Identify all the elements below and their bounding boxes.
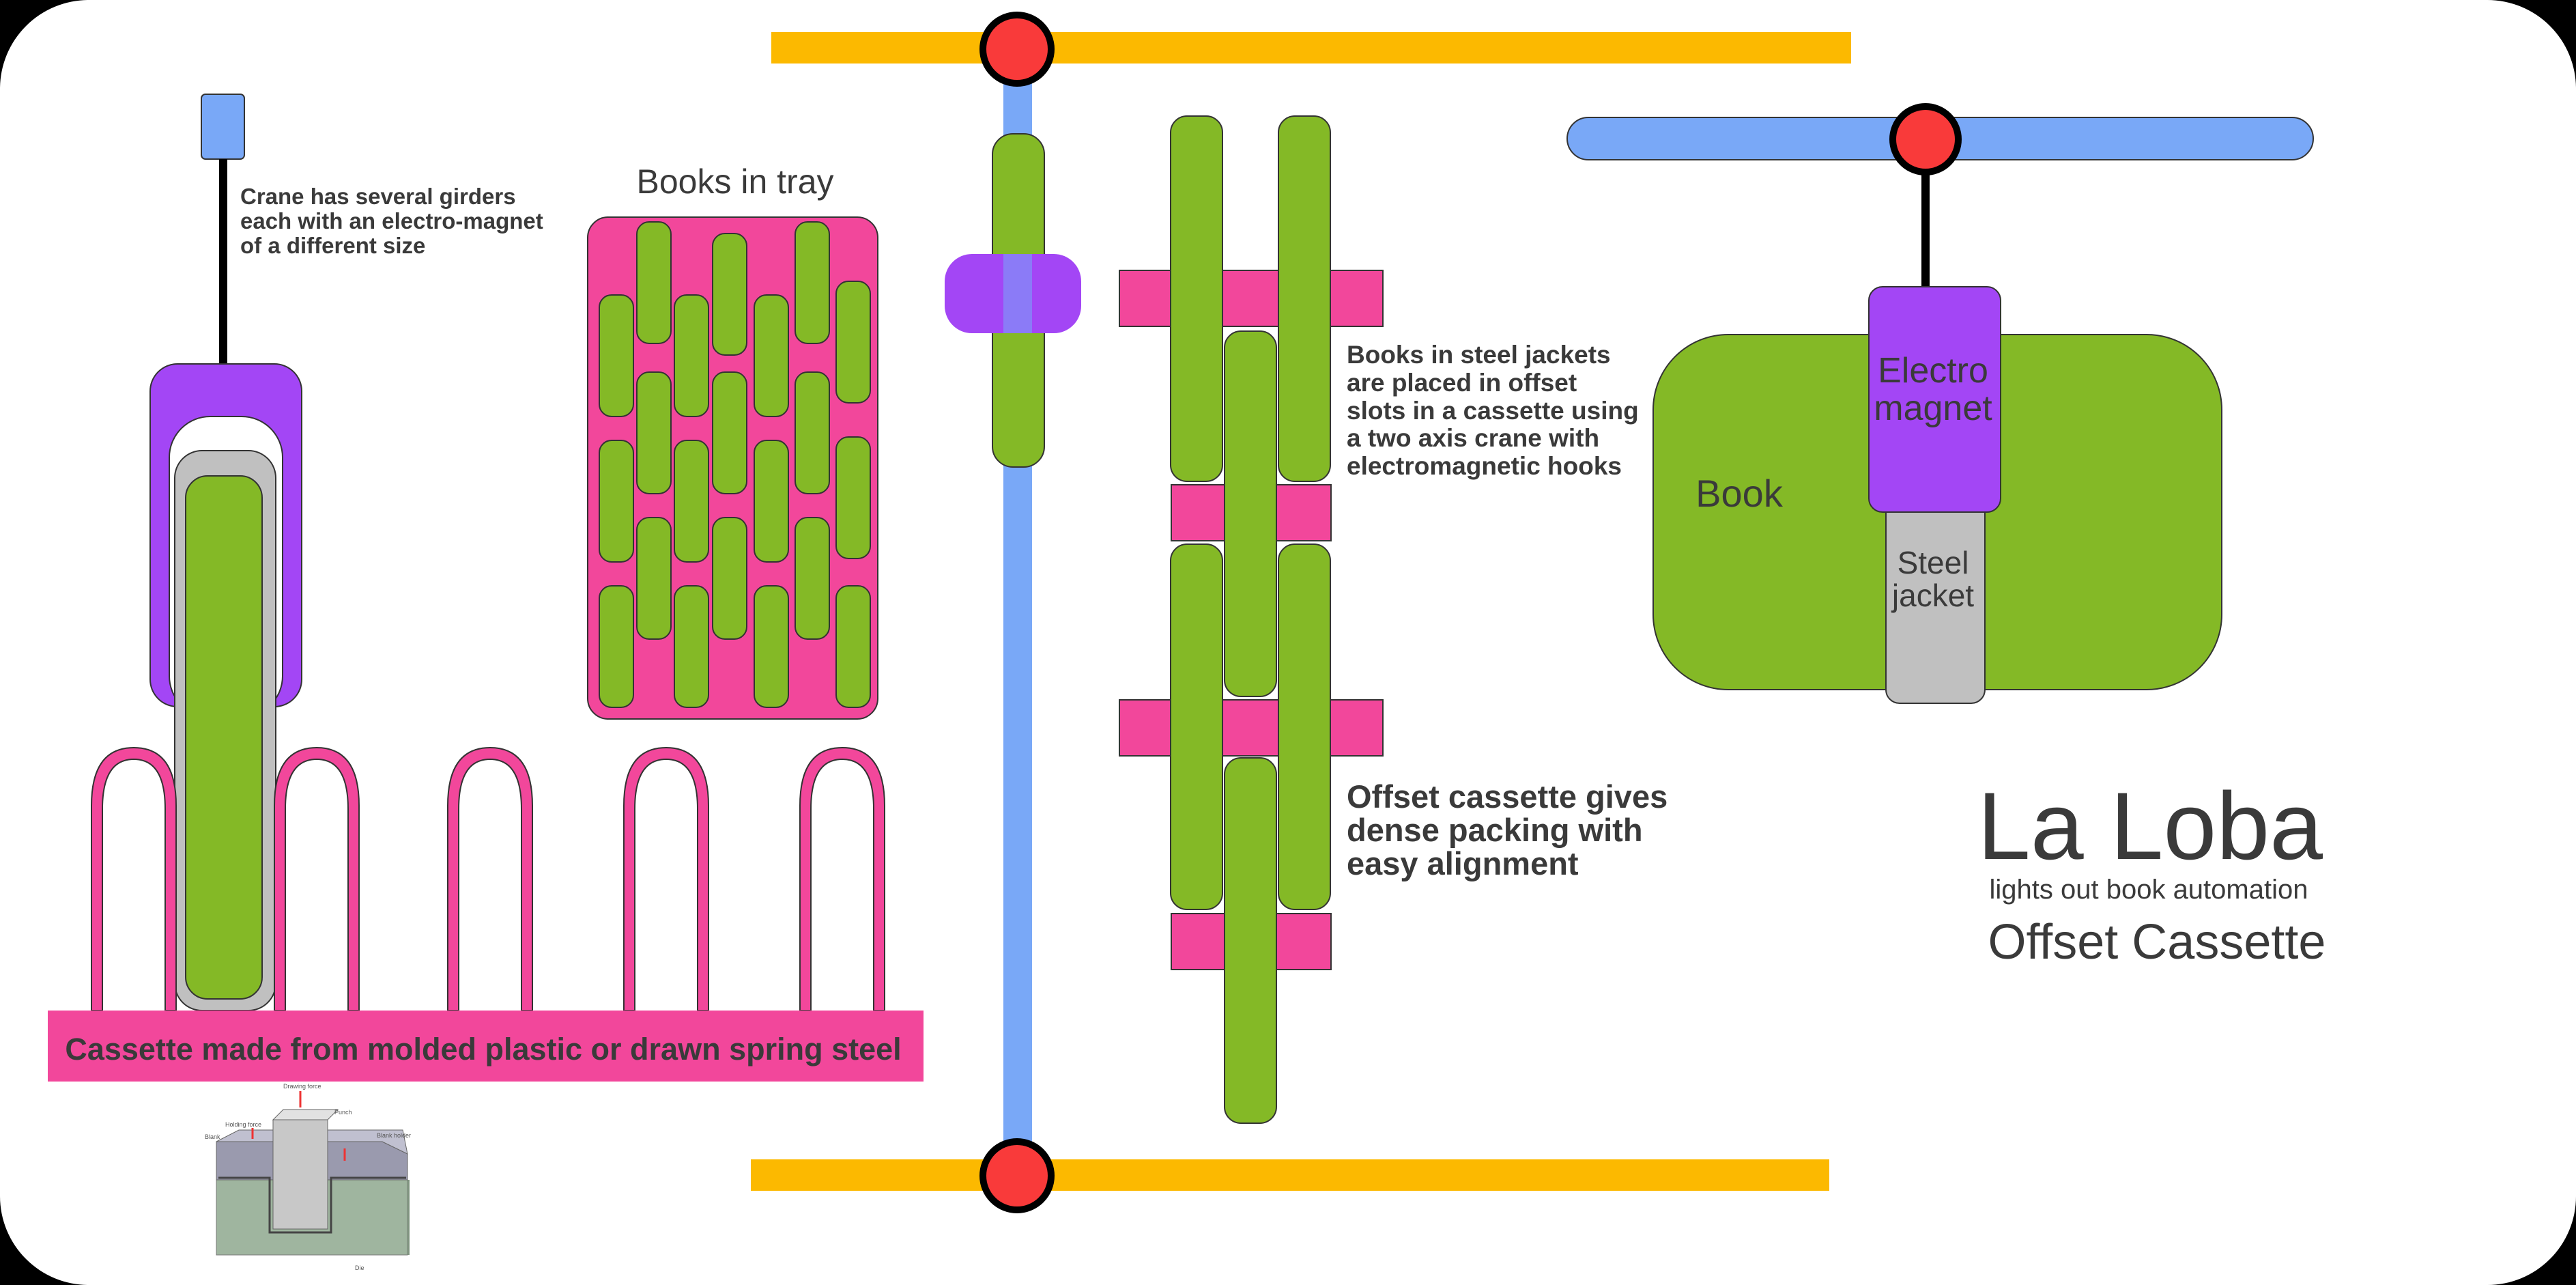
- crane-note-line: of a different size: [240, 233, 425, 258]
- tray-book: [674, 294, 709, 417]
- jackets-note-line: slots in a cassette using: [1347, 397, 1639, 425]
- tray-book: [795, 371, 830, 494]
- bottom-rail: [751, 1159, 1829, 1191]
- inset-label: Blank holder: [377, 1132, 411, 1139]
- tray-book: [754, 585, 789, 708]
- inset-punch-top: [272, 1109, 339, 1120]
- cassette-banner: [48, 1011, 924, 1082]
- offset-note-line: easy alignment: [1347, 845, 1579, 881]
- crane-note-line: each with an electro-magnet: [240, 208, 543, 234]
- jacket-label: jacket: [1891, 578, 1974, 613]
- deep-drawing-inset: Drawing force Punch Holding force Blank …: [205, 1083, 411, 1271]
- tray-book: [599, 294, 634, 417]
- crane-note-line: Crane has several girders: [240, 184, 516, 209]
- jackets-note-line: electromagnetic hooks: [1347, 452, 1622, 480]
- crane-note: Crane has several girders each with an e…: [240, 184, 543, 258]
- magnet-label: Electro: [1878, 351, 1988, 391]
- book-label: Book: [1695, 472, 1784, 515]
- offset-note-line: Offset cassette gives: [1347, 778, 1668, 815]
- tray-book: [599, 585, 634, 708]
- tray-book: [795, 517, 830, 640]
- tray-books: [599, 221, 871, 708]
- inset-punch: [272, 1119, 328, 1230]
- cassette-banner-text: Cassette made from molded plastic or dra…: [65, 1032, 901, 1067]
- cassette-slots: [91, 746, 885, 1011]
- tray-book: [712, 233, 747, 356]
- offset-book: [1224, 330, 1277, 697]
- crane-head: [201, 94, 245, 160]
- offset-slot: [1119, 699, 1384, 757]
- inset-label: Die: [355, 1265, 364, 1271]
- jacket-label: Steel: [1898, 545, 1969, 580]
- tray-book: [636, 221, 672, 344]
- magnet-label: magnet: [1874, 389, 1992, 428]
- girder-overlay: [1003, 254, 1032, 333]
- jackets-note: Books in steel jackets are placed in off…: [1347, 341, 1639, 480]
- crane-cable: [219, 159, 227, 364]
- jackets-note-line: are placed in offset: [1347, 369, 1577, 397]
- jackets-note-line: a two axis crane with: [1347, 424, 1599, 452]
- offset-note-line: dense packing with: [1347, 812, 1643, 848]
- inset-label: Blank: [205, 1133, 220, 1140]
- detail-joint: [1889, 103, 1962, 175]
- offset-book: [1278, 115, 1331, 482]
- tray-book: [835, 585, 871, 708]
- inset-die-side: [407, 1180, 410, 1255]
- top-joint: [979, 12, 1055, 87]
- detail-magnet: [1868, 286, 2001, 513]
- crane-assembly: [149, 94, 302, 1011]
- tray-book: [636, 517, 672, 640]
- tray-book: [754, 440, 789, 563]
- tray-book: [674, 585, 709, 708]
- tray-book: [754, 294, 789, 417]
- brand-title: La Loba: [1977, 772, 2323, 879]
- tray-book: [835, 436, 871, 559]
- jacketed-book: [185, 475, 263, 1000]
- inset-label: Holding force: [225, 1121, 261, 1128]
- brand-subtitle: lights out book automation: [1990, 875, 2308, 905]
- tray-book: [835, 281, 871, 404]
- offset-cassette-column: [1119, 115, 1384, 1124]
- inset-label: Drawing force: [283, 1083, 321, 1090]
- tray-title: Books in tray: [636, 163, 833, 201]
- bottom-joint: [979, 1138, 1055, 1213]
- inset-blank-holder-top: [216, 1129, 408, 1155]
- inset-label: Punch: [334, 1109, 352, 1116]
- inset-blank: [218, 1176, 406, 1234]
- offset-book: [1170, 115, 1223, 482]
- detail-cable: [1921, 139, 1930, 290]
- offset-book: [1170, 543, 1223, 910]
- tray-book: [712, 517, 747, 640]
- brand-heading: Offset Cassette: [1988, 915, 2326, 970]
- top-rail: [771, 32, 1851, 63]
- offset-note: Offset cassette gives dense packing with…: [1347, 778, 1668, 881]
- tray-book: [636, 371, 672, 494]
- jackets-note-line: Books in steel jackets: [1347, 341, 1611, 369]
- tray-book: [795, 221, 830, 344]
- tray-book: [674, 440, 709, 563]
- tray-book: [599, 440, 634, 563]
- offset-book: [1224, 757, 1277, 1124]
- tray-book: [712, 371, 747, 494]
- offset-book: [1278, 543, 1331, 910]
- offset-slot: [1119, 270, 1384, 327]
